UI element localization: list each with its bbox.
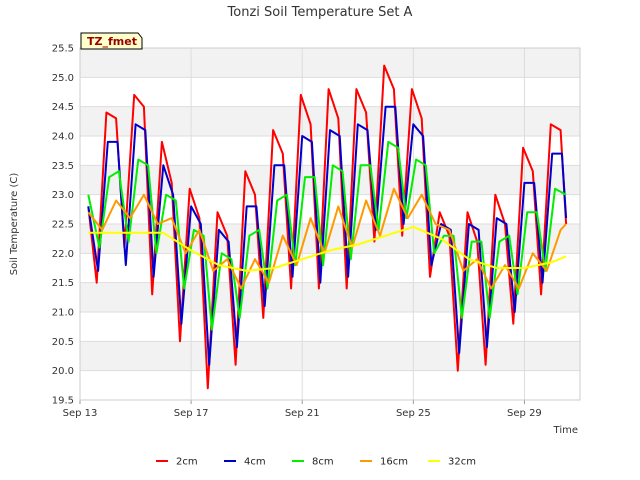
x-tick-label: Sep 25	[396, 408, 431, 419]
legend-label-16cm: 16cm	[380, 457, 408, 468]
x-tick-label: Sep 17	[174, 408, 209, 419]
plot-band	[80, 282, 580, 312]
legend-label-2cm: 2cm	[176, 457, 198, 468]
series-line-4cm	[87, 105, 568, 366]
y-axis-ticks: 19.5 20.0 20.5 21.0 21.5 22.0 22.5 23.0 23.5 24.0…	[52, 44, 74, 407]
series-layer	[87, 64, 568, 390]
y-tick-label: 22.5	[52, 220, 74, 231]
y-tick-label: 24.5	[52, 102, 74, 113]
legend-label-8cm: 8cm	[312, 457, 334, 468]
y-tick-label: 22.0	[52, 249, 74, 260]
y-tick-label: 23.5	[52, 161, 74, 172]
plot-border	[79, 47, 581, 401]
y-tick-label: 21.5	[52, 278, 74, 289]
badge-box	[80, 32, 143, 50]
x-tick-label: Sep 13	[63, 408, 98, 419]
y-axis-title: Soil Temperature (C)	[9, 173, 20, 276]
chart-title: Tonzi Soil Temperature Set A	[227, 5, 413, 20]
x-axis-ticks: Sep 13 Sep 17 Sep 21 Sep 25 Sep 29	[63, 400, 542, 419]
plot-band	[80, 48, 580, 78]
legend: 2cm 4cm 8cm 16cm 32cm	[156, 457, 476, 468]
series-line-16cm	[87, 187, 567, 290]
plot-band	[80, 341, 580, 371]
legend-label-4cm: 4cm	[244, 457, 266, 468]
x-axis-title: Time	[553, 425, 578, 436]
legend-label-32cm: 32cm	[448, 457, 476, 468]
station-badge: TZ_fmet	[80, 32, 143, 50]
x-tick-label: Sep 21	[285, 408, 320, 419]
y-tick-label: 24.0	[52, 132, 74, 143]
series-line-8cm	[87, 140, 567, 331]
badge-label: TZ_fmet	[87, 35, 137, 48]
y-tick-label: 20.5	[52, 337, 74, 348]
y-tick-label: 19.5	[52, 396, 74, 407]
x-tick-label: Sep 29	[507, 408, 542, 419]
y-tick-label: 21.0	[52, 308, 74, 319]
y-tick-label: 23.0	[52, 190, 74, 201]
y-tick-label: 25.5	[52, 44, 74, 55]
y-tick-label: 20.0	[52, 366, 74, 377]
series-line-32cm	[88, 225, 567, 272]
y-tick-label: 25.0	[52, 73, 74, 84]
